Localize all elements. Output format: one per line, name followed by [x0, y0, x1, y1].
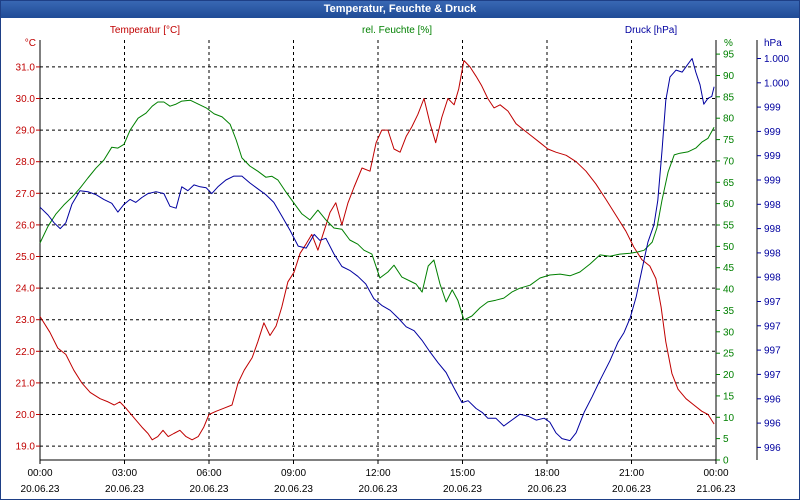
- humidity-tick-label: 70: [723, 156, 735, 167]
- axes: 00:00 20.06.23 03:00 20.06.23 06:00 20.06.23 0…: [16, 40, 789, 495]
- temperature-tick-label: 20.0: [16, 410, 36, 421]
- pressure-tick-label: 1.000: [764, 54, 789, 65]
- legend-humidity: rel. Feuchte [%]: [362, 25, 432, 36]
- x-axis-time-label: 18:00: [534, 468, 559, 479]
- humidity-tick-label: 75: [723, 135, 735, 146]
- temperature-tick-label: 29.0: [16, 126, 36, 137]
- humidity-tick-label: 30: [723, 327, 735, 338]
- chart-title: Temperatur, Feuchte & Druck: [0, 0, 800, 18]
- x-axis-date-label: 20.06.23: [105, 484, 144, 495]
- humidity-tick-label: 55: [723, 221, 735, 232]
- temperature-tick-label: 25.0: [16, 252, 36, 263]
- pressure-tick-label: 998: [764, 200, 781, 211]
- pressure-tick-label: 998: [764, 273, 781, 284]
- humidity-series-line: [39, 99, 715, 321]
- pressure-tick-label: 997: [764, 297, 781, 308]
- temperature-tick-label: 22.0: [16, 347, 36, 358]
- x-axis-time-label: 00:00: [703, 468, 728, 479]
- x-axis-date-label: 21.06.23: [697, 484, 736, 495]
- x-axis-time-label: 21:00: [619, 468, 644, 479]
- humidity-tick-label: 95: [723, 50, 735, 61]
- humidity-tick-label: 35: [723, 306, 735, 317]
- humidity-tick-label: 10: [723, 413, 735, 424]
- humidity-tick-label: 65: [723, 178, 735, 189]
- pressure-unit-label: hPa: [764, 38, 782, 49]
- humidity-tick-label: 5: [723, 434, 729, 445]
- pressure-tick-label: 999: [764, 103, 781, 114]
- pressure-tick-label: 1.000: [764, 78, 789, 89]
- pressure-tick-label: 996: [764, 394, 781, 405]
- x-axis-time-label: 15:00: [450, 468, 475, 479]
- humidity-unit-label: %: [724, 38, 733, 49]
- x-axis-date-label: 20.06.23: [21, 484, 60, 495]
- grid: [40, 40, 716, 460]
- x-axis-date-label: 20.06.23: [528, 484, 567, 495]
- legend-temperature: Temperatur [°C]: [110, 25, 180, 36]
- x-axis-time-label: 03:00: [112, 468, 137, 479]
- humidity-tick-label: 80: [723, 114, 735, 125]
- temperature-tick-label: 30.0: [16, 94, 36, 105]
- x-axis-date-label: 20.06.23: [443, 484, 482, 495]
- temperature-tick-label: 28.0: [16, 157, 36, 168]
- humidity-tick-label: 50: [723, 242, 735, 253]
- pressure-tick-label: 997: [764, 346, 781, 357]
- pressure-tick-label: 999: [764, 127, 781, 138]
- humidity-tick-label: 25: [723, 349, 735, 360]
- pressure-tick-label: 999: [764, 176, 781, 187]
- humidity-tick-label: 85: [723, 92, 735, 103]
- humidity-tick-label: 20: [723, 370, 735, 381]
- x-axis-time-label: 06:00: [196, 468, 221, 479]
- series-lines: [39, 58, 715, 442]
- x-axis-time-label: 12:00: [365, 468, 390, 479]
- temperature-tick-label: 26.0: [16, 220, 36, 231]
- x-axis-time-label: 00:00: [27, 468, 52, 479]
- humidity-tick-label: 40: [723, 285, 735, 296]
- temperature-tick-label: 23.0: [16, 315, 36, 326]
- x-axis-date-label: 20.06.23: [190, 484, 229, 495]
- humidity-tick-label: 45: [723, 263, 735, 274]
- x-axis-date-label: 20.06.23: [612, 484, 651, 495]
- pressure-tick-label: 996: [764, 443, 781, 454]
- pressure-tick-label: 996: [764, 419, 781, 430]
- humidity-tick-label: 15: [723, 391, 735, 402]
- humidity-tick-label: 60: [723, 199, 735, 210]
- pressure-tick-label: 998: [764, 224, 781, 235]
- pressure-tick-label: 997: [764, 370, 781, 381]
- pressure-series-line: [39, 58, 715, 442]
- pressure-tick-label: 998: [764, 248, 781, 259]
- temperature-tick-label: 27.0: [16, 189, 36, 200]
- x-axis-date-label: 20.06.23: [359, 484, 398, 495]
- temperature-tick-label: 21.0: [16, 378, 36, 389]
- temperature-tick-label: 19.0: [16, 442, 36, 453]
- humidity-tick-label: 0: [723, 456, 729, 467]
- temperature-series-line: [39, 60, 715, 441]
- x-axis-time-label: 09:00: [281, 468, 306, 479]
- legend-pressure: Druck [hPa]: [625, 25, 677, 36]
- pressure-tick-label: 997: [764, 321, 781, 332]
- pressure-tick-label: 999: [764, 151, 781, 162]
- temperature-tick-label: 24.0: [16, 284, 36, 295]
- temperature-unit-label: °C: [25, 38, 36, 49]
- humidity-tick-label: 90: [723, 71, 735, 82]
- x-axis-date-label: 20.06.23: [274, 484, 313, 495]
- temperature-tick-label: 31.0: [16, 62, 36, 73]
